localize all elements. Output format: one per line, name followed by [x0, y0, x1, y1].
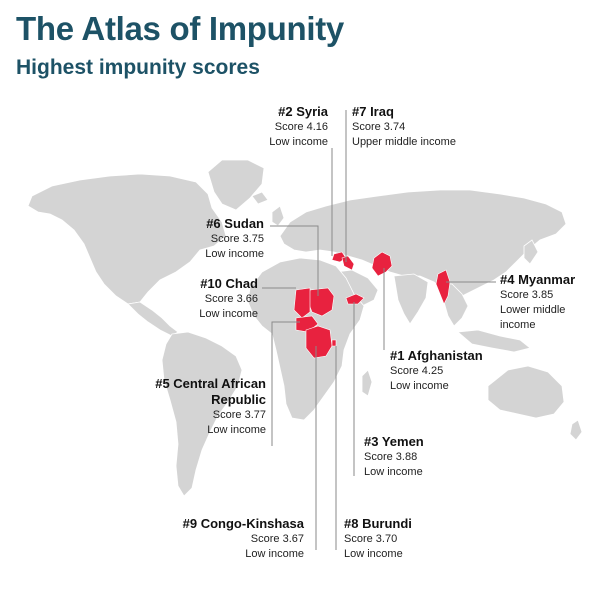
page-subtitle: Highest impunity scores: [16, 56, 260, 79]
label-car-score: Score 3.77: [212, 409, 266, 421]
label-syria-rank: #2 Syria: [278, 104, 328, 119]
label-myanmar-rank: #4 Myanmar: [500, 272, 576, 287]
label-afghanistan-rank: #1 Afghanistan: [390, 348, 483, 363]
landmass-greenland: [207, 159, 265, 211]
label-syria: #2 Syria Score 4.16 Low income: [269, 104, 328, 150]
label-syria-score: Score 4.16: [274, 121, 328, 133]
landmass-india: [393, 273, 429, 325]
country-burundi[interactable]: [331, 339, 337, 347]
landmass-south-america: [161, 331, 243, 497]
label-burundi-score: Score 3.70: [344, 533, 398, 545]
label-afghanistan: #1 Afghanistan Score 4.25 Low income: [390, 348, 483, 394]
label-myanmar: #4 Myanmar Score 3.85 Lower middle incom…: [500, 272, 592, 333]
label-afghanistan-income: Low income: [390, 380, 449, 392]
landmass-australia: [487, 365, 565, 419]
label-burundi-income: Low income: [344, 548, 403, 560]
landmass-central-america: [127, 301, 179, 337]
country-chad[interactable]: [293, 287, 311, 319]
label-central-african-republic: #5 Central African Republic Score 3.77 L…: [146, 376, 266, 438]
label-iraq: #7 Iraq Score 3.74 Upper middle income: [352, 104, 456, 150]
label-congo-rank: #9 Congo-Kinshasa: [182, 516, 304, 531]
highlighted-countries: [293, 251, 451, 359]
label-sudan: #6 Sudan Score 3.75 Low income: [205, 216, 264, 262]
country-congo-kinshasa[interactable]: [305, 325, 333, 359]
page-title: The Atlas of Impunity: [16, 10, 344, 47]
label-chad: #10 Chad Score 3.66 Low income: [199, 276, 258, 322]
label-yemen-rank: #3 Yemen: [364, 434, 424, 449]
leader-central-african-republic: [271, 321, 300, 446]
landmass-new-zealand: [569, 419, 583, 441]
landmass-madagascar: [361, 369, 373, 397]
label-chad-rank: #10 Chad: [200, 276, 258, 291]
landmass-iceland: [251, 191, 269, 205]
landmasses: [27, 159, 583, 497]
label-syria-income: Low income: [269, 136, 328, 148]
label-chad-score: Score 3.66: [204, 293, 258, 305]
label-yemen: #3 Yemen Score 3.88 Low income: [364, 434, 424, 480]
label-sudan-rank: #6 Sudan: [206, 216, 264, 231]
landmass-indonesia: [457, 329, 531, 353]
country-myanmar[interactable]: [435, 269, 451, 305]
label-burundi: #8 Burundi Score 3.70 Low income: [344, 516, 412, 562]
label-congo-kinshasa: #9 Congo-Kinshasa Score 3.67 Low income: [183, 516, 304, 562]
leader-lines: [262, 110, 496, 550]
landmass-uk: [271, 205, 285, 227]
country-yemen[interactable]: [345, 293, 365, 305]
label-congo-score: Score 3.67: [250, 533, 304, 545]
label-yemen-income: Low income: [364, 466, 423, 478]
label-sudan-score: Score 3.75: [210, 233, 264, 245]
label-burundi-rank: #8 Burundi: [344, 516, 412, 531]
label-afghanistan-score: Score 4.25: [390, 365, 444, 377]
label-congo-income: Low income: [245, 548, 304, 560]
label-iraq-rank: #7 Iraq: [352, 104, 394, 119]
landmass-north-america: [27, 173, 227, 305]
label-myanmar-income: Lower middle income: [500, 304, 566, 331]
label-sudan-income: Low income: [205, 248, 264, 260]
country-iraq[interactable]: [341, 255, 355, 271]
label-iraq-score: Score 3.74: [352, 121, 406, 133]
label-car-income: Low income: [207, 424, 266, 436]
label-yemen-score: Score 3.88: [364, 451, 418, 463]
country-afghanistan[interactable]: [371, 251, 393, 277]
label-car-rank: #5 Central African Republic: [155, 376, 266, 407]
leader-sudan: [270, 225, 319, 296]
label-myanmar-score: Score 3.85: [500, 289, 554, 301]
landmass-japan: [523, 239, 539, 265]
label-chad-income: Low income: [199, 308, 258, 320]
label-iraq-income: Upper middle income: [352, 136, 456, 148]
